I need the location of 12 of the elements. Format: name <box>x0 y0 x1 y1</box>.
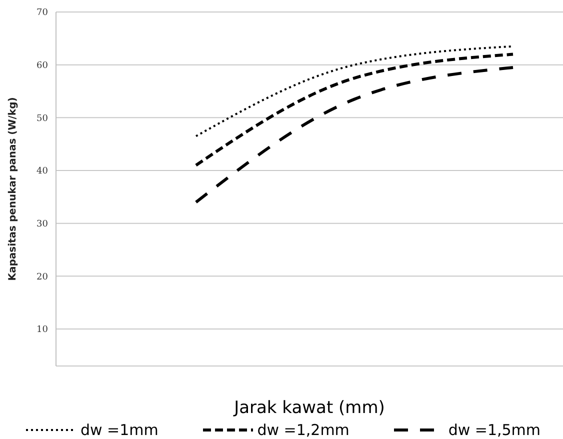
y-tick-label: 30 <box>36 220 48 230</box>
y-tick-label: 60 <box>36 61 48 72</box>
legend-label: dw =1mm <box>80 421 158 439</box>
y-tick-label: 10 <box>36 325 48 336</box>
legend-label: dw =1,2mm <box>257 421 350 439</box>
legend-label: dw =1,5mm <box>448 421 541 439</box>
y-tick-label: 50 <box>36 114 48 124</box>
y-tick-label: 70 <box>36 8 48 18</box>
y-tick-label: 40 <box>36 166 48 177</box>
y-tick-label: 20 <box>36 272 48 282</box>
x-axis-title: Jarak kawat (mm) <box>233 398 385 418</box>
y-axis-title: Kapasitas penukar panas (W/kg) <box>8 97 19 281</box>
